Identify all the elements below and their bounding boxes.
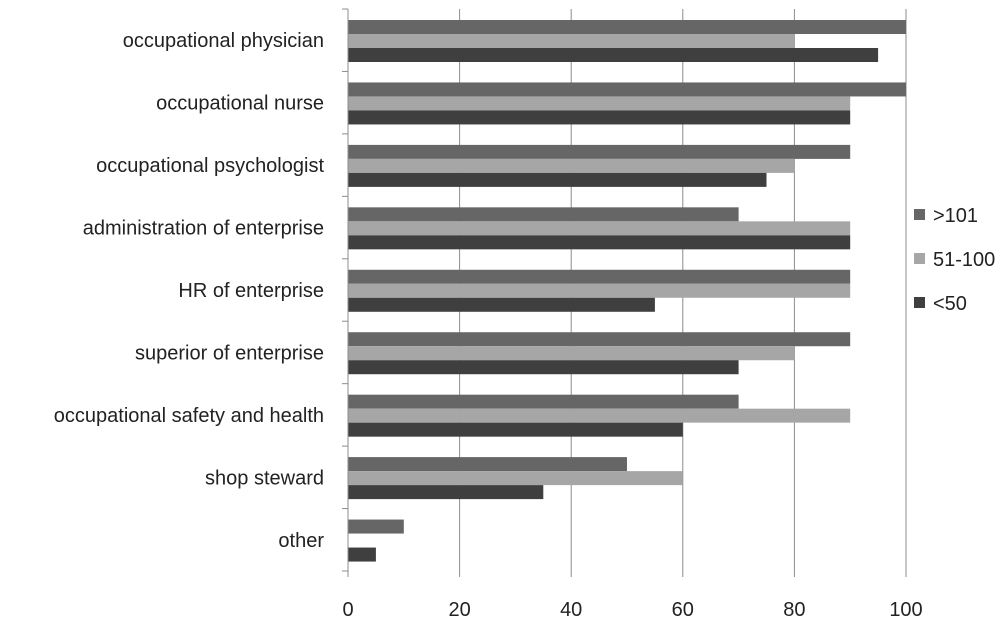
legend-swatch xyxy=(914,209,925,220)
x-tick-label: 100 xyxy=(889,599,922,621)
bar xyxy=(348,394,739,409)
legend-label: <50 xyxy=(933,293,967,315)
x-tick-label: 40 xyxy=(560,599,582,621)
bar xyxy=(348,519,404,534)
bar xyxy=(348,332,851,347)
bar xyxy=(348,297,655,312)
bar xyxy=(348,34,795,48)
bar xyxy=(348,235,851,250)
category-label: occupational psychologist xyxy=(96,155,324,177)
bar xyxy=(348,221,851,236)
legend-swatch xyxy=(914,297,925,308)
category-label: other xyxy=(278,530,324,552)
category-labels: occupational physician occupational nurse… xyxy=(54,30,325,552)
bar xyxy=(348,547,376,562)
category-label: superior of enterprise xyxy=(135,342,324,364)
bars xyxy=(348,20,906,562)
category-label: shop steward xyxy=(205,467,324,489)
bar xyxy=(348,96,851,111)
bar xyxy=(348,48,879,62)
bar xyxy=(348,408,851,423)
bar xyxy=(348,269,851,284)
category-label: occupational nurse xyxy=(156,93,324,115)
legend: >101 51-100 <50 xyxy=(914,205,995,315)
bar xyxy=(348,485,544,500)
legend-swatch xyxy=(914,253,925,264)
x-tick-label: 60 xyxy=(672,599,694,621)
legend-label: >101 xyxy=(933,205,978,227)
bar xyxy=(348,158,795,173)
x-tick-label: 80 xyxy=(783,599,805,621)
bar xyxy=(348,346,795,361)
bar xyxy=(348,110,851,125)
legend-label: 51-100 xyxy=(933,249,995,271)
bar xyxy=(348,144,851,159)
x-tick-labels: 0 20 40 60 80 100 xyxy=(342,599,922,621)
bar xyxy=(348,82,906,97)
bar xyxy=(348,20,906,34)
x-tick-label: 0 xyxy=(342,599,353,621)
bar xyxy=(348,207,739,222)
bar xyxy=(348,457,627,472)
category-label: occupational physician xyxy=(123,30,324,52)
bar xyxy=(348,471,683,486)
bar xyxy=(348,172,767,187)
category-label: HR of enterprise xyxy=(178,280,324,302)
x-tick-label: 20 xyxy=(448,599,470,621)
bar xyxy=(348,360,739,375)
category-label: administration of enterprise xyxy=(83,218,324,240)
bar xyxy=(348,422,683,437)
category-label: occupational safety and health xyxy=(54,405,324,427)
bar xyxy=(348,283,851,298)
axes xyxy=(342,8,907,577)
